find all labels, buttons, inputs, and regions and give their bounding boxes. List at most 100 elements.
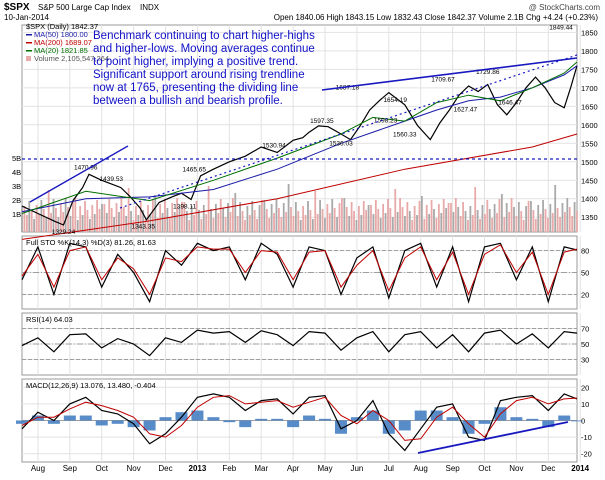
macd-histogram-bar xyxy=(111,420,124,424)
volume-bar xyxy=(84,201,86,232)
volume-bar xyxy=(137,215,140,232)
volume-bar xyxy=(88,219,91,232)
volume-bar xyxy=(307,201,309,232)
volume-bar xyxy=(549,204,552,232)
volume-bar xyxy=(459,216,462,232)
volume-bar xyxy=(345,207,348,232)
volume-bar xyxy=(103,204,106,232)
price-label: 1439.53 xyxy=(100,176,124,183)
macd-histogram-bar xyxy=(79,415,92,421)
volume-bar xyxy=(360,215,363,232)
volume-bar xyxy=(532,210,535,232)
month-label: 2014 xyxy=(571,464,589,473)
volume-bar xyxy=(350,202,353,232)
volume-tick-label: 4B xyxy=(12,168,21,177)
volume-bar xyxy=(542,200,544,232)
series-line-rsi-14- xyxy=(21,329,578,357)
volume-bar xyxy=(42,209,45,232)
volume-bar xyxy=(183,202,186,232)
volume-bar xyxy=(389,208,392,232)
volume-bar xyxy=(551,213,554,232)
volume-bar xyxy=(263,200,266,232)
volume-bar xyxy=(309,210,312,232)
volume-bar xyxy=(394,189,397,232)
rsi-title: RSI(14) 64.03 xyxy=(26,315,73,324)
macd-histogram-bar xyxy=(16,420,28,424)
volume-bar xyxy=(176,198,179,232)
month-label: Jul xyxy=(384,464,394,473)
volume-bar xyxy=(224,217,227,232)
volume-bar xyxy=(474,187,477,232)
volume-bar xyxy=(200,219,203,232)
series-line--k xyxy=(21,242,578,304)
volume-bar xyxy=(248,215,251,232)
volume-bar xyxy=(130,211,132,232)
volume-bar xyxy=(425,205,428,232)
y-tick-label: 1600 xyxy=(581,121,598,130)
commentary-line-1: Benchmark continuing to chart higher-hig… xyxy=(93,30,315,42)
volume-bar xyxy=(491,218,494,232)
volume-bar xyxy=(154,195,157,232)
volume-bar xyxy=(268,218,271,232)
y-tick-label: 1500 xyxy=(581,158,598,167)
volume-bar xyxy=(498,199,501,232)
legend-volume-swatch xyxy=(26,56,31,61)
y-tick-label: 1700 xyxy=(581,84,598,93)
volume-bar xyxy=(115,203,118,232)
volume-bar xyxy=(258,205,261,232)
exchange: INDX xyxy=(140,3,160,12)
volume-bar xyxy=(164,199,166,232)
volume-tick-label: 3B xyxy=(12,182,21,191)
trendline-2012 xyxy=(29,145,129,203)
volume-bar xyxy=(168,217,171,232)
volume-bar xyxy=(505,203,508,232)
month-label: Oct xyxy=(478,464,491,473)
x-axis-labels: Aug Sep Oct Nov Dec 2013 Feb Mar Apr May Jun Jul Aug… xyxy=(31,464,590,473)
volume-tick-label: 2B xyxy=(12,196,21,205)
volume-bar xyxy=(377,209,380,232)
price-label: 1687.18 xyxy=(336,85,360,92)
macd-histogram-bar xyxy=(430,410,443,421)
volume-bar xyxy=(287,184,290,232)
volume-bar xyxy=(55,208,57,232)
volume-bar xyxy=(210,209,212,232)
volume-bar xyxy=(374,200,377,232)
legend-ma20: MA(20) 1821.85 xyxy=(34,46,88,55)
long-term-trendline xyxy=(119,54,578,209)
macd-histogram-bar xyxy=(446,417,459,421)
y-tick-label: 0 xyxy=(581,417,585,426)
volume-bar xyxy=(530,201,532,232)
volume-bar xyxy=(404,216,406,232)
volume-bar xyxy=(59,203,62,232)
macd-histogram-bar xyxy=(510,417,523,421)
volume-bar xyxy=(105,213,108,232)
volume-bar xyxy=(452,212,455,232)
volume-bar xyxy=(256,219,258,232)
commentary-line-6: between a bullish and bearish profile. xyxy=(93,95,283,107)
volume-bar xyxy=(69,216,72,232)
macd-histogram-bar xyxy=(63,415,76,421)
volume-bar xyxy=(316,214,319,232)
macd-histogram-bar xyxy=(191,410,204,421)
volume-bar xyxy=(464,211,467,232)
volume-bar xyxy=(304,215,307,232)
volume-bar xyxy=(156,218,159,232)
volume-bar xyxy=(282,203,285,232)
volume-bar xyxy=(91,205,94,232)
volume-bar xyxy=(120,198,123,232)
volume-bar xyxy=(217,213,220,232)
volume-bar xyxy=(71,202,74,232)
price-label: 1646.47 xyxy=(498,100,522,107)
series-line-ma-20- xyxy=(21,61,578,214)
price-label: 1530.94 xyxy=(262,142,286,149)
credit: @ StockCharts.com xyxy=(529,3,601,12)
symbol: $SPX xyxy=(4,2,30,13)
volume-bar xyxy=(379,218,382,232)
y-tick-label: 10 xyxy=(581,400,589,409)
volume-bar xyxy=(52,199,55,232)
volume-bar xyxy=(408,211,411,232)
volume-bar xyxy=(399,198,401,232)
volume-bar xyxy=(573,202,576,232)
